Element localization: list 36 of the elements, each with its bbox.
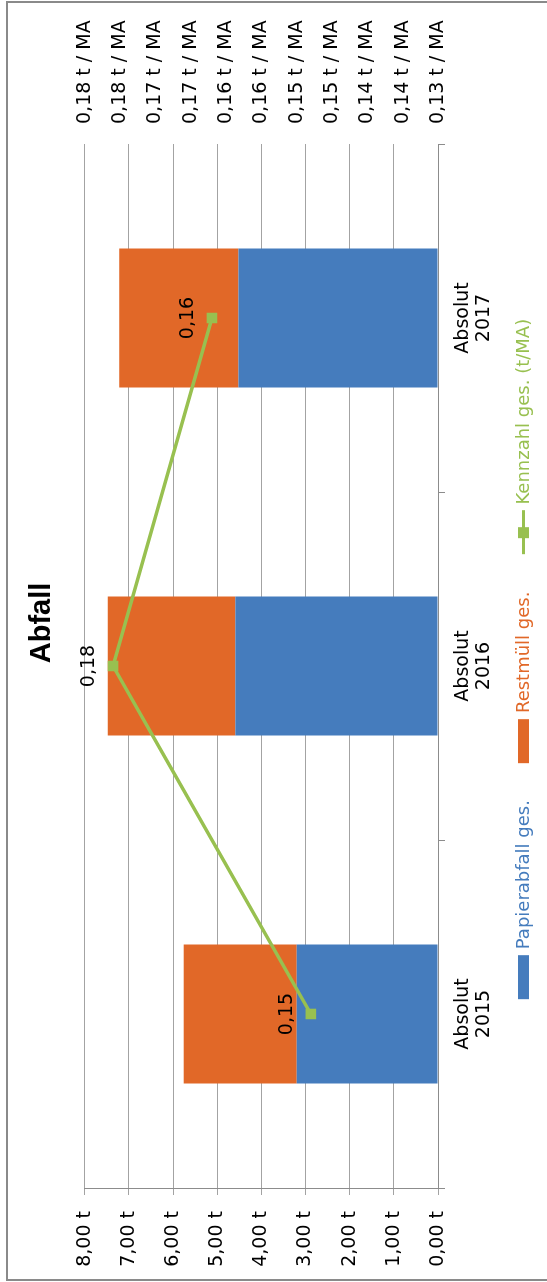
- y-tick-label: Absolut 2016: [449, 630, 493, 702]
- x2-tick-label: 0,14 t / MA: [354, 20, 377, 124]
- text: Restmüll ges.: [512, 591, 534, 714]
- y-tick-label: Absolut 2017: [449, 282, 493, 354]
- x2-tick-label: 0,15 t / MA: [283, 20, 306, 124]
- x2-tick-label: 0,18 t / MA: [107, 20, 130, 124]
- x-tick-label: 3,00 t: [292, 1211, 315, 1267]
- x2-tick-label: 0,14 t / MA: [389, 20, 412, 124]
- text: Papierabfall ges.: [512, 800, 534, 950]
- x2-tick-label: 0,15 t / MA: [318, 20, 341, 124]
- x-tick-label: 6,00 t: [160, 1211, 183, 1267]
- bar: [238, 248, 438, 388]
- x2-tick-label: 0,16 t / MA: [248, 20, 271, 124]
- x-tick-label: 0,00 t: [424, 1211, 447, 1267]
- x-tick-label: 4,00 t: [248, 1211, 271, 1267]
- bar: [183, 944, 297, 1084]
- y-tick-label: Absolut 2015: [449, 978, 493, 1050]
- bar: [296, 944, 438, 1084]
- x-tick-label: 8,00 t: [71, 1211, 94, 1267]
- text: Kennzahl ges. (t/MA): [512, 318, 534, 505]
- x2-tick-label: 0,17 t / MA: [142, 20, 165, 124]
- data-label: 0,18: [76, 644, 99, 688]
- bar: [119, 248, 239, 388]
- x2-tick-label: 0,13 t / MA: [424, 20, 447, 124]
- data-label: 0,16: [175, 296, 198, 340]
- bar: [235, 596, 438, 736]
- x-tick-label: 1,00 t: [380, 1211, 403, 1267]
- text: Abfall: [24, 582, 57, 664]
- x2-tick-label: 0,18 t / MA: [71, 20, 94, 124]
- x-tick-label: 2,00 t: [336, 1211, 359, 1267]
- x-tick-label: 5,00 t: [204, 1211, 227, 1267]
- x2-tick-label: 0,16 t / MA: [213, 20, 236, 124]
- x-tick-label: 7,00 t: [115, 1211, 138, 1267]
- data-label: 0,15: [274, 992, 297, 1036]
- bar: [107, 596, 236, 736]
- x2-tick-label: 0,17 t / MA: [177, 20, 200, 124]
